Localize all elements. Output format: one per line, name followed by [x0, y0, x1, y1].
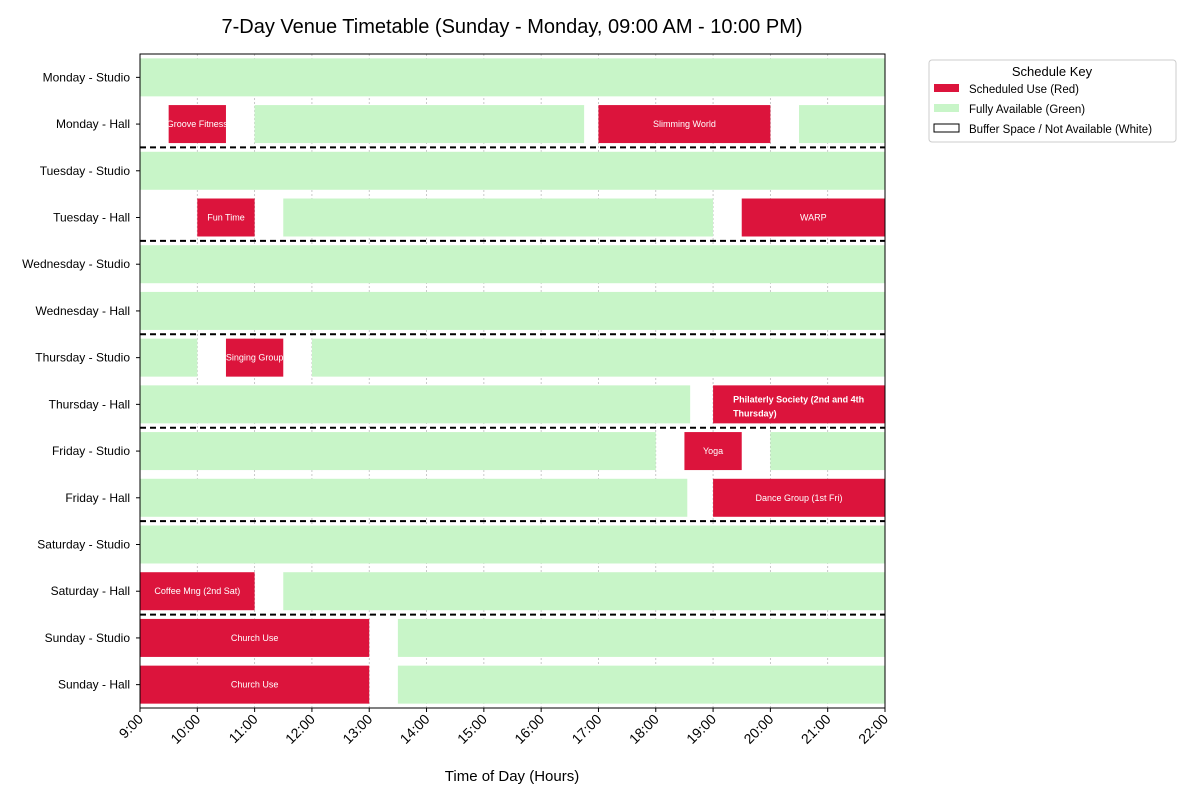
x-tick-label: 22:00: [855, 711, 891, 747]
block-label: Coffee Mng (2nd Sat): [154, 586, 240, 596]
x-tick-label: 10:00: [167, 711, 203, 747]
y-tick-label: Friday - Hall: [65, 491, 130, 505]
y-tick-label: Saturday - Studio: [37, 538, 130, 552]
available-block: [140, 525, 885, 564]
scheduled-block: [140, 665, 370, 704]
block-label: Philaterly Society (2nd and 4th: [733, 394, 864, 404]
x-tick-label: 12:00: [282, 711, 318, 747]
y-tick-label: Wednesday - Studio: [22, 257, 130, 271]
available-block: [397, 618, 885, 657]
legend-frame: [928, 59, 1177, 143]
available-block: [254, 105, 585, 144]
x-tick-label: 19:00: [683, 711, 719, 747]
scheduled-block: [713, 478, 885, 517]
legend-label-buffer: Buffer Space / Not Available (White): [969, 124, 1152, 136]
scheduled-block: [598, 105, 771, 144]
scheduled-block: [225, 338, 284, 377]
plot-frame: [139, 53, 886, 709]
available-block: [799, 105, 885, 144]
y-tick-label: Sunday - Studio: [45, 631, 131, 645]
block-label: Fun Time: [207, 213, 245, 223]
available-block: [140, 478, 688, 517]
y-tick-label: Monday - Hall: [56, 117, 130, 131]
x-tick-label: 9:00: [116, 711, 147, 742]
available-block: [140, 151, 885, 190]
legend-swatch-available: [934, 104, 959, 112]
x-tick-label: 13:00: [339, 711, 375, 747]
legend: Schedule Key Scheduled Use (Red) Fully A…: [928, 59, 1177, 143]
available-block: [770, 432, 885, 471]
block-label: Slimming World: [653, 119, 716, 129]
day-separators: [140, 146, 885, 616]
y-tick-label: Friday - Studio: [52, 444, 130, 458]
y-tick-label: Thursday - Hall: [49, 397, 130, 411]
legend-label-scheduled: Scheduled Use (Red): [969, 84, 1079, 96]
block-label: Dance Group (1st Fri): [756, 493, 843, 503]
chart-title: 7-Day Venue Timetable (Sunday - Monday, …: [221, 16, 802, 38]
scheduled-block: [168, 105, 226, 144]
available-block: [140, 291, 885, 330]
legend-label-available: Fully Available (Green): [969, 104, 1085, 116]
available-block: [140, 432, 656, 471]
x-tick-label: 14:00: [397, 711, 433, 747]
y-tick-label: Thursday - Studio: [35, 351, 130, 365]
block-label: Church Use: [231, 680, 279, 690]
y-tick-label: Monday - Studio: [43, 70, 131, 84]
block-label: Thursday): [733, 408, 777, 418]
bars: Groove Fitness Slimming World Fun Time WARP…: [140, 58, 885, 704]
available-block: [397, 665, 885, 704]
x-tick-labels: 9:00 10:00 11:00 12:00 13:00 14:00 15:00 16:00 1…: [116, 708, 891, 747]
scheduled-block: [140, 618, 370, 657]
scheduled-block: [197, 198, 255, 237]
scheduled-block: [713, 385, 885, 424]
block-label: Singing Group: [226, 353, 284, 363]
block-label: WARP: [800, 213, 827, 223]
available-block: [311, 338, 885, 377]
x-tick-label: 20:00: [740, 711, 776, 747]
scheduled-block: [140, 572, 255, 611]
y-tick-labels: Monday - Studio Monday - Hall Tuesday - St…: [22, 70, 140, 692]
legend-swatch-buffer: [933, 123, 960, 133]
x-axis-label: Time of Day (Hours): [445, 768, 579, 785]
x-tick-label: 16:00: [511, 711, 547, 747]
y-tick-label: Wednesday - Hall: [36, 304, 131, 318]
y-tick-label: Sunday - Hall: [58, 678, 130, 692]
scheduled-block: [741, 198, 885, 237]
x-tick-label: 17:00: [568, 711, 604, 747]
block-label: Church Use: [231, 633, 279, 643]
x-tick-label: 15:00: [454, 711, 490, 747]
legend-swatch-scheduled: [934, 84, 959, 92]
block-label: Groove Fitness: [167, 119, 229, 129]
available-block: [140, 338, 198, 377]
available-block: [140, 245, 885, 284]
y-tick-label: Tuesday - Studio: [40, 164, 131, 178]
y-tick-label: Tuesday - Hall: [53, 211, 130, 225]
available-block: [140, 385, 691, 424]
x-tick-label: 11:00: [225, 711, 261, 747]
x-tick-label: 18:00: [626, 711, 662, 747]
block-label: Yoga: [703, 446, 723, 456]
available-block: [283, 572, 885, 611]
available-block: [140, 58, 885, 97]
legend-title: Schedule Key: [1012, 64, 1093, 79]
y-tick-label: Saturday - Hall: [51, 584, 130, 598]
x-tick-label: 21:00: [798, 711, 834, 747]
available-block: [283, 198, 714, 237]
scheduled-block: [684, 432, 742, 471]
